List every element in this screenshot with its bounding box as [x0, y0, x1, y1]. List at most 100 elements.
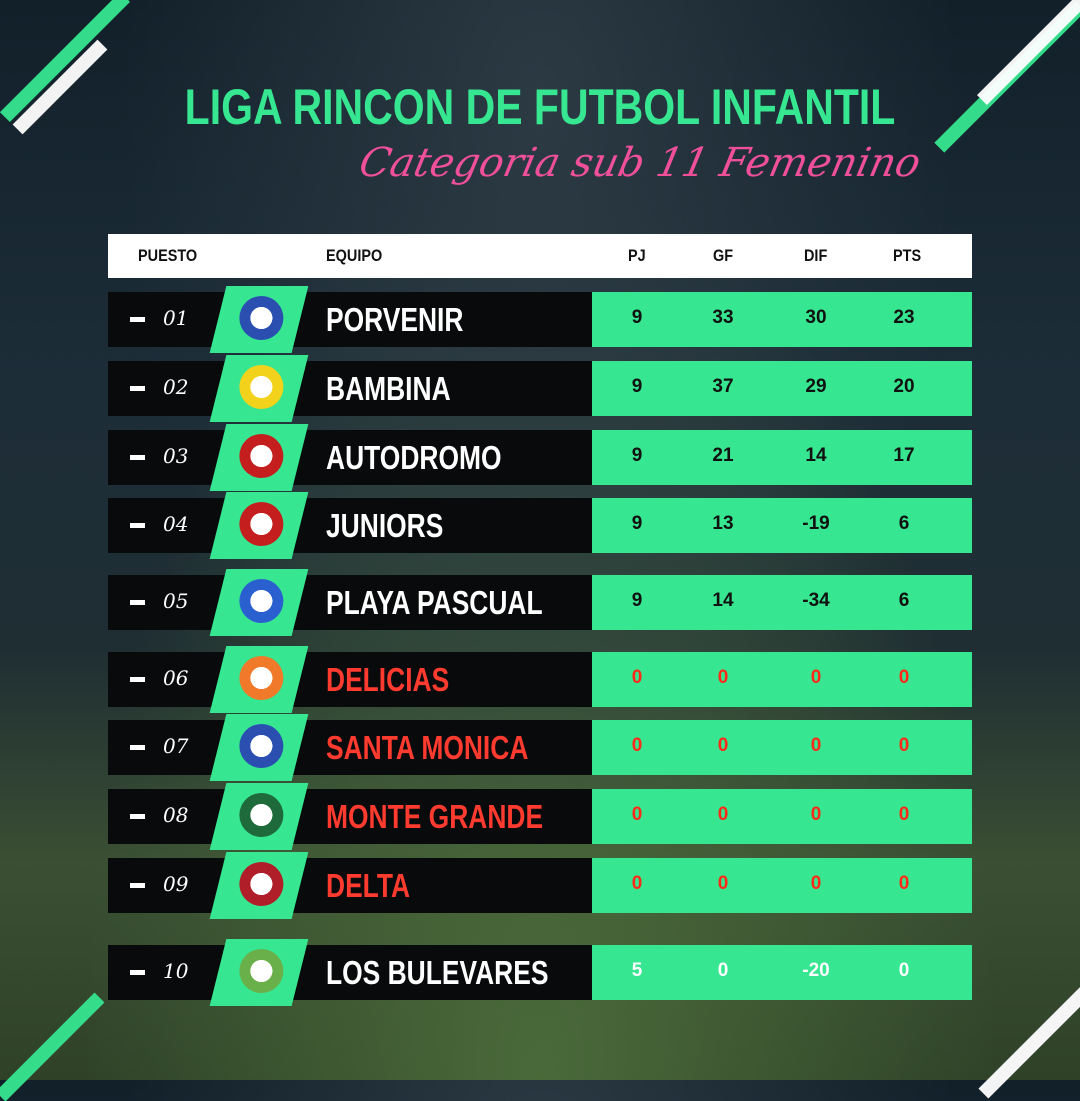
stats-panel: 0 0 0 0 — [592, 789, 972, 844]
team-name: PORVENIR — [326, 301, 464, 338]
stat-pj: 5 — [631, 960, 643, 981]
stat-pts: 0 — [898, 804, 910, 825]
playa-pascual-crest-icon — [239, 579, 284, 623]
row-position: 08 — [163, 803, 189, 827]
stats-panel: 9 33 30 23 — [592, 292, 972, 347]
position-change-icon — [130, 523, 145, 528]
logo-panel — [209, 355, 309, 422]
stat-pj: 9 — [631, 513, 643, 534]
stat-dif: 0 — [810, 667, 822, 688]
stats-panel: 0 0 0 0 — [592, 720, 972, 775]
logo-panel — [209, 424, 309, 491]
team-name: AUTODROMO — [326, 439, 502, 476]
decor-slash — [0, 992, 105, 1101]
stat-pj: 0 — [631, 667, 643, 688]
team-name: DELICIAS — [326, 661, 450, 698]
logo-panel — [209, 852, 309, 919]
stat-pts: 20 — [893, 376, 915, 397]
table-row: 03 AUTODROMO 9 21 14 17 — [108, 424, 972, 491]
monte-grande-crest-icon — [239, 793, 284, 837]
header-gf: GF — [713, 246, 734, 265]
stat-pj: 0 — [631, 873, 643, 894]
position-change-icon — [130, 745, 145, 750]
table-row: 07 SANTA MONICA 0 0 0 0 — [108, 714, 972, 781]
row-position: 07 — [163, 734, 189, 758]
row-position: 10 — [163, 959, 189, 983]
position-change-icon — [130, 317, 145, 322]
table-row: 08 MONTE GRANDE 0 0 0 0 — [108, 783, 972, 850]
table-header: PUESTO EQUIPO PJ GF DIF PTS — [108, 234, 972, 278]
stat-gf: 21 — [712, 445, 734, 466]
position-change-icon — [130, 386, 145, 391]
position-change-icon — [130, 970, 145, 975]
los-bulevares-crest-icon — [239, 949, 284, 993]
stats-panel: 9 21 14 17 — [592, 430, 972, 485]
stat-dif: -20 — [802, 960, 830, 981]
santa-monica-crest-icon — [239, 724, 284, 768]
stats-panel: 0 0 0 0 — [592, 652, 972, 707]
position-change-icon — [130, 883, 145, 888]
row-position: 05 — [163, 589, 189, 613]
stat-pj: 9 — [631, 590, 643, 611]
table-row: 06 DELICIAS 0 0 0 0 — [108, 646, 972, 713]
stat-dif: 29 — [805, 376, 827, 397]
stat-gf: 0 — [717, 667, 729, 688]
header-equipo: EQUIPO — [326, 246, 383, 265]
position-change-icon — [130, 600, 145, 605]
table-row: 10 LOS BULEVARES 5 0 -20 0 — [108, 939, 972, 1006]
table-row: 09 DELTA 0 0 0 0 — [108, 852, 972, 919]
stat-gf: 13 — [712, 513, 734, 534]
delicias-crest-icon — [239, 656, 284, 700]
stat-pj: 9 — [631, 307, 643, 328]
table-row: 05 PLAYA PASCUAL 9 14 -34 6 — [108, 569, 972, 636]
row-position: 04 — [163, 512, 189, 536]
stat-gf: 0 — [717, 804, 729, 825]
bambina-crest-icon — [239, 365, 284, 409]
juniors-crest-icon — [239, 502, 284, 546]
row-position: 01 — [163, 306, 189, 330]
stat-pts: 17 — [893, 445, 915, 466]
stat-gf: 0 — [717, 735, 729, 756]
position-change-icon — [130, 814, 145, 819]
page-title: LIGA RINCON DE FUTBOL INFANTIL — [184, 79, 896, 135]
stat-dif: 0 — [810, 804, 822, 825]
stat-pj: 0 — [631, 735, 643, 756]
decor-slash — [977, 0, 1080, 105]
team-name: JUNIORS — [326, 507, 444, 544]
logo-panel — [209, 714, 309, 781]
stat-gf: 0 — [717, 960, 729, 981]
stat-pts: 0 — [898, 873, 910, 894]
logo-panel — [209, 492, 309, 559]
stat-dif: -19 — [802, 513, 830, 534]
stat-pts: 0 — [898, 735, 910, 756]
stat-pj: 0 — [631, 804, 643, 825]
stat-pts: 0 — [898, 667, 910, 688]
header-pj: PJ — [628, 246, 646, 265]
row-position: 03 — [163, 444, 189, 468]
header-puesto: PUESTO — [138, 246, 198, 265]
team-name: BAMBINA — [326, 370, 451, 407]
logo-panel — [209, 939, 309, 1006]
stats-panel: 9 13 -19 6 — [592, 498, 972, 553]
stat-pj: 9 — [631, 445, 643, 466]
page-subtitle: Categoria sub 11 Femenino — [355, 140, 925, 186]
porvenir-del-plata-crest-icon — [239, 296, 284, 340]
header-dif: DIF — [804, 246, 828, 265]
stat-dif: 0 — [810, 873, 822, 894]
table-row: 02 BAMBINA 9 37 29 20 — [108, 355, 972, 422]
team-name: LOS BULEVARES — [326, 954, 549, 991]
stat-gf: 14 — [712, 590, 734, 611]
stats-panel: 5 0 -20 0 — [592, 945, 972, 1000]
stats-panel: 0 0 0 0 — [592, 858, 972, 913]
team-name: PLAYA PASCUAL — [326, 584, 543, 621]
logo-panel — [209, 783, 309, 850]
header-pts: PTS — [893, 246, 922, 265]
delta-crest-icon — [239, 862, 284, 906]
row-position: 09 — [163, 872, 189, 896]
team-name: SANTA MONICA — [326, 729, 529, 766]
stat-pts: 6 — [898, 513, 910, 534]
logo-panel — [209, 569, 309, 636]
stat-gf: 37 — [712, 376, 734, 397]
table-row: 01 PORVENIR 9 33 30 23 — [108, 286, 972, 353]
stat-pts: 23 — [893, 307, 915, 328]
